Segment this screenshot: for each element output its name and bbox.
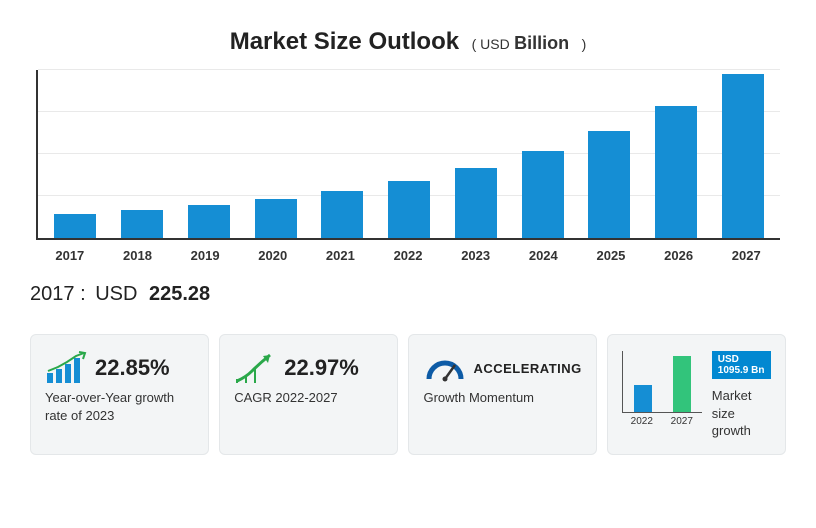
growth-mini-labels: 2022 2027 bbox=[622, 416, 702, 427]
bar bbox=[588, 131, 630, 238]
card-momentum: ACCELERATING Growth Momentum bbox=[408, 334, 596, 455]
bar-slot bbox=[175, 205, 242, 238]
growth-mini-chart bbox=[622, 351, 702, 413]
bar-slot bbox=[242, 199, 309, 238]
x-axis-label: 2026 bbox=[645, 248, 713, 263]
bar bbox=[321, 191, 363, 238]
bar-slot bbox=[643, 106, 710, 238]
callout-value: 225.28 bbox=[149, 283, 210, 305]
chart-title-suffix: ) bbox=[582, 36, 587, 52]
growth-badge-currency: USD bbox=[718, 354, 739, 365]
chart-title-row: Market Size Outlook ( USD Billion ) bbox=[30, 28, 786, 56]
x-axis-label: 2017 bbox=[36, 248, 104, 263]
x-axis-label: 2024 bbox=[509, 248, 577, 263]
callout-year: 2017 bbox=[30, 283, 75, 305]
x-axis-label: 2023 bbox=[442, 248, 510, 263]
x-axis-label: 2018 bbox=[104, 248, 172, 263]
bar-slot bbox=[442, 168, 509, 238]
yoy-label: Year-over-Year growth rate of 2023 bbox=[45, 389, 194, 424]
x-axis-label: 2027 bbox=[712, 248, 780, 263]
bar bbox=[522, 151, 564, 238]
market-size-bar-chart bbox=[36, 70, 780, 240]
card-cagr: 22.97% CAGR 2022-2027 bbox=[219, 334, 398, 455]
chart-title: Market Size Outlook bbox=[230, 28, 459, 55]
x-axis-label: 2022 bbox=[374, 248, 442, 263]
x-axis-label: 2025 bbox=[577, 248, 645, 263]
chart-x-axis-labels: 2017201820192020202120222023202420252026… bbox=[36, 248, 780, 263]
bar-slot bbox=[309, 191, 376, 238]
mini-bar bbox=[634, 385, 652, 412]
cagr-value: 22.97% bbox=[284, 355, 359, 381]
growth-label: Market size growth bbox=[712, 387, 771, 440]
callout-sep: : bbox=[80, 283, 86, 305]
bar bbox=[722, 74, 764, 238]
bar-slot bbox=[109, 210, 176, 238]
bar-slot bbox=[576, 131, 643, 238]
yoy-value: 22.85% bbox=[95, 355, 170, 381]
metrics-cards-row: 22.85% Year-over-Year growth rate of 202… bbox=[30, 334, 786, 455]
momentum-value: ACCELERATING bbox=[473, 361, 581, 376]
mini-x-label: 2022 bbox=[631, 416, 653, 427]
x-axis-label: 2020 bbox=[239, 248, 307, 263]
callout-currency: USD bbox=[95, 283, 137, 305]
bar bbox=[54, 214, 96, 238]
bar bbox=[188, 205, 230, 238]
bar bbox=[255, 199, 297, 238]
gauge-icon bbox=[423, 351, 467, 385]
bar-slot bbox=[376, 181, 443, 238]
cagr-label: CAGR 2022-2027 bbox=[234, 389, 383, 407]
bar-slot bbox=[42, 214, 109, 238]
bar bbox=[655, 106, 697, 238]
chart-title-prefix: ( USD bbox=[472, 36, 510, 52]
growth-badge-value: 1095.9 bbox=[718, 365, 749, 376]
card-growth: 2022 2027 USD 1095.9 Bn Market size growt… bbox=[607, 334, 786, 455]
card-yoy: 22.85% Year-over-Year growth rate of 202… bbox=[30, 334, 209, 455]
chart-title-unit: Billion bbox=[514, 33, 569, 53]
x-axis-label: 2021 bbox=[307, 248, 375, 263]
mini-chart-block: 2022 2027 bbox=[622, 351, 702, 427]
growth-badge: USD 1095.9 Bn bbox=[712, 351, 771, 379]
x-axis-label: 2019 bbox=[171, 248, 239, 263]
bar bbox=[455, 168, 497, 238]
mini-bar bbox=[673, 356, 691, 412]
bar-slot bbox=[509, 151, 576, 238]
base-year-callout: 2017 : USD 225.28 bbox=[30, 283, 786, 306]
growth-badge-unit: Bn bbox=[751, 365, 764, 376]
bar-slot bbox=[709, 74, 776, 238]
trend-arrow-icon bbox=[234, 351, 278, 385]
momentum-label: Growth Momentum bbox=[423, 389, 581, 407]
bar-growth-icon bbox=[45, 351, 89, 385]
bar bbox=[121, 210, 163, 238]
mini-x-label: 2027 bbox=[671, 416, 693, 427]
bar bbox=[388, 181, 430, 238]
